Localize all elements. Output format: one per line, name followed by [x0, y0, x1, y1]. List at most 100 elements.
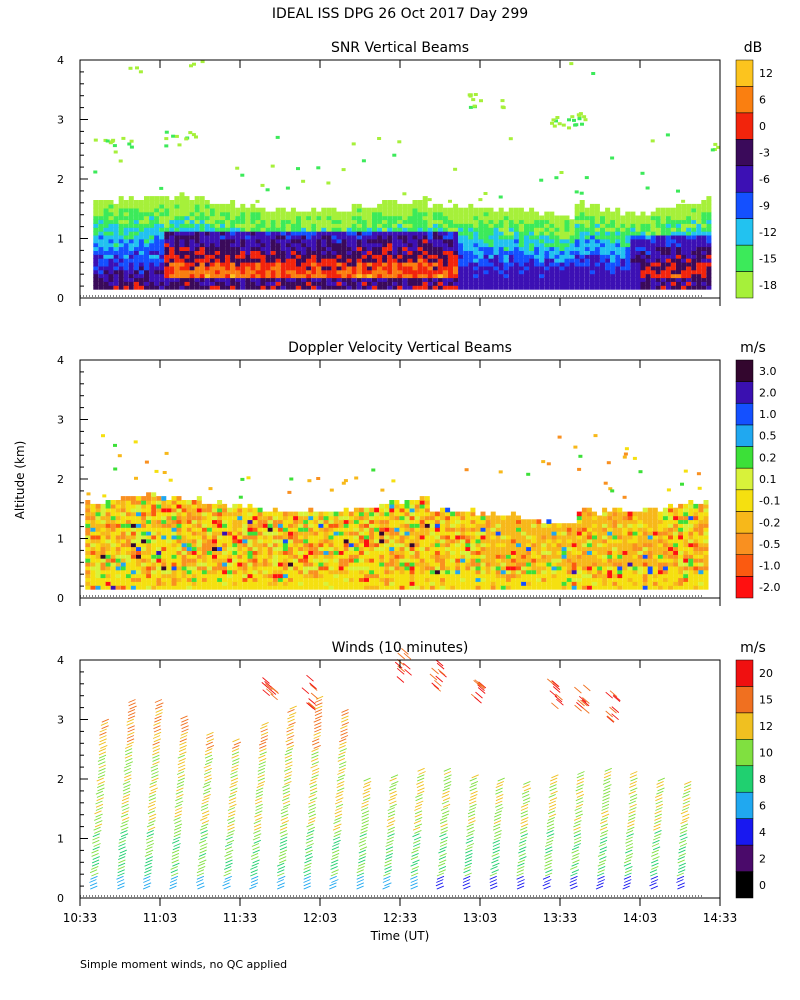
panel-2: Doppler Velocity Vertical Beams 0 1 2 3 4 -2.0… [57, 340, 780, 606]
x-tick-label: 12:03 [303, 911, 338, 925]
panel-title: SNR Vertical Beams [331, 40, 469, 56]
y-tick-label: 3 [57, 414, 64, 427]
x-tick-label: 11:03 [143, 911, 178, 925]
colorbar-label: -3 [759, 147, 770, 160]
colorbar-swatch [735, 844, 754, 872]
colorbar-label: 12 [759, 720, 773, 733]
y-tick-label: 1 [57, 233, 64, 246]
y-tick-label: 0 [57, 592, 64, 605]
figure-title: IDEAL ISS DPG 26 Oct 2017 Day 299 [271, 6, 529, 22]
colorbar-swatch [735, 818, 754, 846]
colorbar-swatch [735, 686, 754, 714]
x-tick-label: 14:33 [703, 911, 738, 925]
colorbar-label: 20 [759, 667, 773, 680]
colorbar: 0 2 4 6 8 10 12 15 20 m/s [735, 640, 773, 899]
colorbar-label: -9 [759, 199, 770, 212]
wind-barbs [89, 648, 692, 890]
colorbar-swatch [735, 554, 754, 577]
colorbar-label: 3.0 [759, 365, 777, 378]
x-axis-label: Time (UT) [370, 929, 430, 943]
snr-heatmap [93, 60, 721, 290]
colorbar: -18 -15 -12 -9 -6 -3 0 6 12 dB [735, 40, 777, 299]
colorbar-label: 4 [759, 826, 766, 839]
y-tick-label: 1 [57, 833, 64, 846]
colorbar-label: -0.1 [759, 495, 780, 508]
footer-note: Simple moment winds, no QC applied [80, 958, 288, 971]
colorbar-label: -1.0 [759, 560, 780, 573]
colorbar-swatch [735, 112, 754, 140]
colorbar-swatch [735, 659, 754, 687]
colorbar-label: 1.0 [759, 408, 777, 421]
colorbar-unit: m/s [740, 640, 766, 656]
colorbar-swatch [735, 467, 754, 491]
colorbar-label: 8 [759, 773, 766, 786]
y-tick-label: 0 [57, 892, 64, 905]
colorbar-swatch [735, 712, 754, 740]
colorbar-swatch [735, 403, 754, 426]
y-tick-label: 3 [57, 714, 64, 727]
panel-title: Doppler Velocity Vertical Beams [288, 340, 512, 356]
colorbar-swatch [735, 139, 754, 166]
colorbar-label: 6 [759, 94, 766, 107]
colorbar-label: 0.2 [759, 451, 777, 464]
y-tick-label: 4 [57, 54, 64, 67]
colorbar-swatch [735, 86, 754, 114]
x-tick-label: 12:33 [383, 911, 418, 925]
colorbar-swatch [735, 871, 754, 899]
y-tick-label: 3 [57, 114, 64, 127]
y-tick-label: 2 [57, 773, 64, 786]
colorbar-unit: m/s [740, 340, 766, 356]
colorbar-swatch [735, 489, 754, 512]
colorbar-swatch [735, 191, 754, 219]
colorbar-label: 12 [759, 67, 773, 80]
x-tick-label: 13:33 [543, 911, 578, 925]
colorbar-swatch [735, 791, 754, 819]
x-tick-label: 14:03 [623, 911, 658, 925]
colorbar-swatch [735, 244, 754, 272]
colorbar-swatch [735, 532, 754, 555]
y-tick-label: 2 [57, 473, 64, 486]
y-tick-label: 0 [57, 292, 64, 305]
colorbar-swatch [735, 359, 754, 382]
colorbar-label: 0 [759, 879, 766, 892]
colorbar-label: 0.5 [759, 430, 777, 443]
colorbar-swatch [735, 765, 754, 793]
colorbar-swatch [735, 218, 754, 246]
colorbar-label: 0.1 [759, 473, 777, 486]
colorbar-label: -0.2 [759, 516, 780, 529]
colorbar-swatch [735, 381, 754, 404]
y-tick-label: 4 [57, 354, 64, 367]
colorbar-label: 15 [759, 694, 773, 707]
doppler-heatmap [85, 434, 709, 590]
y-tick-label: 4 [57, 654, 64, 667]
colorbar-label: -12 [759, 226, 777, 239]
colorbar-swatch [735, 165, 754, 193]
colorbar-label: 2 [759, 852, 766, 865]
panel-1: SNR Vertical Beams01234-18-15-12-9-6-306… [57, 40, 777, 306]
colorbar-swatch [735, 446, 754, 469]
colorbar-label: -2.0 [759, 581, 780, 594]
colorbar-swatch [735, 59, 754, 87]
plot-frame [79, 659, 721, 899]
y-tick-label: 1 [57, 533, 64, 546]
x-tick-label: 11:33 [223, 911, 258, 925]
panel-title: Winds (10 minutes) [332, 640, 469, 656]
colorbar: -2.0 -1.0 -0.5 -0.2 -0.1 0.1 0.2 0.5 1.0 2.0 3.0 m/… [735, 340, 780, 599]
x-tick-label: 10:33 [63, 911, 98, 925]
colorbar-label: 6 [759, 799, 766, 812]
colorbar-swatch [735, 511, 754, 534]
colorbar-swatch [735, 271, 754, 299]
colorbar-swatch [735, 424, 754, 447]
colorbar-label: -18 [759, 279, 777, 292]
colorbar-label: -15 [759, 252, 777, 265]
colorbar-unit: dB [744, 40, 763, 56]
colorbar-swatch [735, 739, 754, 766]
colorbar-label: 2.0 [759, 387, 777, 400]
colorbar-swatch [735, 576, 754, 599]
colorbar-label: -0.5 [759, 538, 780, 551]
y-axis-label: Altitude (km) [13, 441, 27, 520]
y-tick-label: 2 [57, 173, 64, 186]
colorbar-label: 10 [759, 747, 773, 760]
x-tick-label: 13:03 [463, 911, 498, 925]
